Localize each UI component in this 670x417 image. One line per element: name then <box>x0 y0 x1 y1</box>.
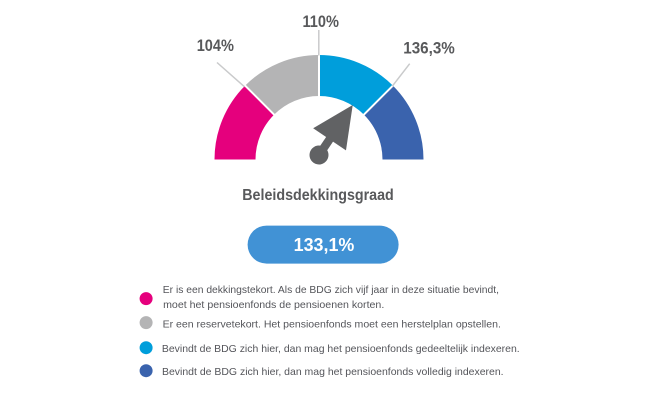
svg-text:133,1%: 133,1% <box>294 235 355 255</box>
svg-text:Beleidsdekkingsgraad: Beleidsdekkingsgraad <box>242 187 394 204</box>
svg-text:Er een reservetekort. Het pens: Er een reservetekort. Het pensioenfonds … <box>163 320 501 331</box>
svg-text:136,3%: 136,3% <box>403 40 455 58</box>
svg-text:Er is een dekkingstekort. Als: Er is een dekkingstekort. Als de BDG zic… <box>163 285 499 296</box>
svg-text:Bevindt de BDG zich hier, dan: Bevindt de BDG zich hier, dan mag het pe… <box>162 344 520 355</box>
svg-text:104%: 104% <box>197 37 234 55</box>
svg-text:110%: 110% <box>303 13 340 31</box>
svg-text:Bevindt de BDG zich hier, dan: Bevindt de BDG zich hier, dan mag het pe… <box>162 367 504 378</box>
svg-text:moet het pensioenfonds de pens: moet het pensioenfonds de pensioenen kor… <box>163 300 384 311</box>
